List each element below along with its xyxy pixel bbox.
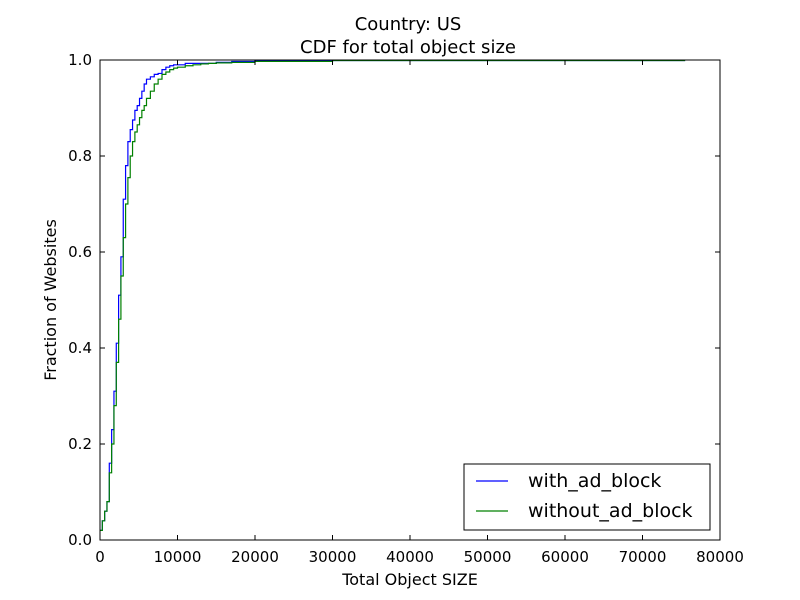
legend-label-with-ad-block: with_ad_block <box>528 470 661 492</box>
x-axis-label: Total Object SIZE <box>341 570 478 589</box>
x-tick-label: 70000 <box>619 548 667 566</box>
series-layer <box>100 59 686 531</box>
y-tick-label: 0.6 <box>68 243 92 261</box>
y-tick-label: 0.2 <box>68 435 92 453</box>
chart-title: Country: US <box>355 14 462 35</box>
y-tick-label: 0.0 <box>68 531 92 549</box>
x-tick-label: 10000 <box>154 548 202 566</box>
x-tick-label: 40000 <box>386 548 434 566</box>
ticks-layer: 0 10000 20000 30000 40000 50000 60000 70000 8000… <box>68 51 744 566</box>
x-tick-label: 30000 <box>309 548 357 566</box>
x-tick-label: 0 <box>95 548 105 566</box>
series-line-with-ad-block <box>100 59 686 531</box>
legend-label-without-ad-block: without_ad_block <box>528 500 693 522</box>
x-tick-label: 20000 <box>231 548 279 566</box>
y-tick-label: 1.0 <box>68 51 92 69</box>
legend-box <box>463 463 711 531</box>
y-tick-label: 0.4 <box>68 339 92 357</box>
x-tick-label: 50000 <box>464 548 512 566</box>
x-tick-label: 80000 <box>696 548 744 566</box>
legend: with_ad_block without_ad_block <box>463 463 711 531</box>
x-tick-label: 60000 <box>541 548 589 566</box>
y-axis-label: Fraction of Websites <box>41 219 60 381</box>
series-line-without-ad-block <box>100 59 686 531</box>
chart-subtitle: CDF for total object size <box>300 37 516 58</box>
plot-area-frame <box>99 59 721 541</box>
y-tick-label: 0.8 <box>68 147 92 165</box>
